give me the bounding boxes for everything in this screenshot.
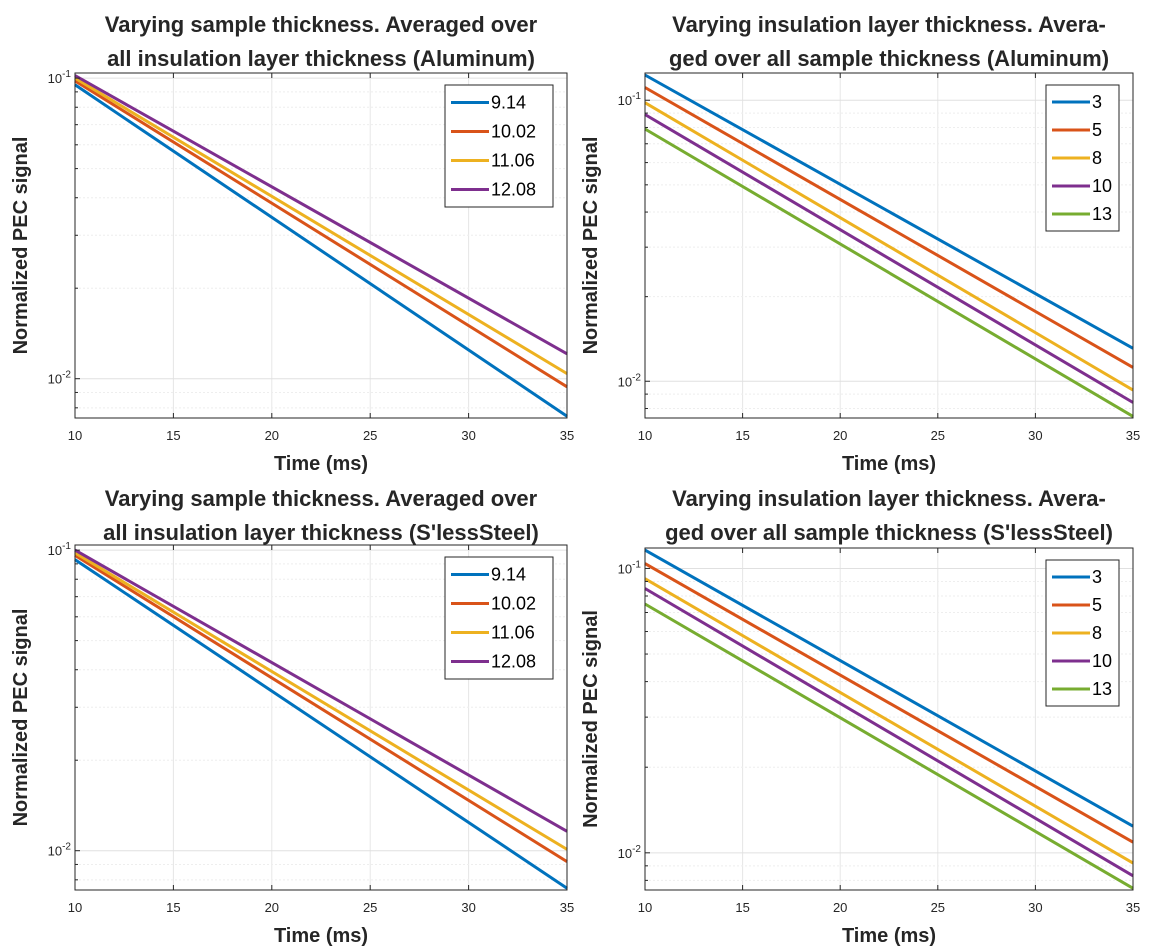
chart-panel-3: 10 15 20 25 30 35 10-2 10-1 Varying sample thick… <box>10 486 574 947</box>
series-line-13 <box>644 127 1134 418</box>
legend: 3 5 8 10 13 <box>1045 84 1120 232</box>
series-line-9.14 <box>74 83 568 418</box>
x-tick-label: 10 <box>68 900 82 915</box>
series-line-11.06 <box>74 551 568 851</box>
x-tick-label: 10 <box>638 900 652 915</box>
x-tick-label: 25 <box>363 428 377 443</box>
legend-label: 12.08 <box>491 652 536 672</box>
x-tick-label: 20 <box>833 900 847 915</box>
x-tick-label: 25 <box>363 900 377 915</box>
legend-label: 10.02 <box>491 122 536 142</box>
legend-label: 11.06 <box>491 623 535 643</box>
chart-title-line-1: Varying sample thickness. Averaged over <box>105 12 538 37</box>
y-tick-label: 10-2 <box>48 842 72 859</box>
chart-title-line-1: Varying insulation layer thickness. Aver… <box>672 12 1106 37</box>
legend-box <box>444 556 554 680</box>
series-line-10.02 <box>74 79 568 389</box>
x-tick-label: 30 <box>461 428 475 443</box>
x-axis-label: Time (ms) <box>274 453 368 475</box>
legend-label: 5 <box>1092 120 1102 140</box>
legend-label: 9.14 <box>491 93 526 113</box>
legend-label: 3 <box>1092 92 1102 112</box>
x-tick-label: 35 <box>560 428 574 443</box>
series-line-11.06 <box>74 76 568 375</box>
x-axis-label: Time (ms) <box>842 925 936 947</box>
y-axis-label: Normalized PEC signal <box>580 610 602 828</box>
legend-box <box>444 84 554 208</box>
axes-box <box>74 72 568 419</box>
x-tick-label: 25 <box>931 900 945 915</box>
legend-label: 11.06 <box>491 151 535 171</box>
x-axis-label: Time (ms) <box>274 925 368 947</box>
y-tick-label: 10-2 <box>48 370 72 387</box>
y-tick-label: 10-1 <box>618 91 642 108</box>
chart-title-line-2: ged over all sample thickness (S'lessSte… <box>665 520 1113 545</box>
x-tick-label: 35 <box>1126 428 1140 443</box>
chart-title-line-1: Varying insulation layer thickness. Aver… <box>672 486 1106 511</box>
legend-label: 8 <box>1092 148 1102 168</box>
legend-label: 5 <box>1092 595 1102 615</box>
x-tick-label: 15 <box>735 900 749 915</box>
x-tick-label: 35 <box>1126 900 1140 915</box>
y-axis-label: Normalized PEC signal <box>580 137 602 355</box>
chart-title-line-2: ged over all sample thickness (Aluminum) <box>669 46 1109 71</box>
x-tick-label: 25 <box>931 428 945 443</box>
x-tick-label: 20 <box>265 428 279 443</box>
series-line-9.14 <box>74 558 568 890</box>
series-line-8 <box>644 101 1134 392</box>
chart-title-line-1: Varying sample thickness. Averaged over <box>105 486 538 511</box>
x-tick-label: 10 <box>68 428 82 443</box>
legend-label: 10.02 <box>491 594 536 614</box>
series-line-10.02 <box>74 554 568 863</box>
legend-label: 8 <box>1092 623 1102 643</box>
x-tick-label: 15 <box>166 900 180 915</box>
y-axis-label: Normalized PEC signal <box>10 609 32 827</box>
legend-label: 13 <box>1092 204 1112 224</box>
series-line-10 <box>644 113 1134 404</box>
x-tick-label: 35 <box>560 900 574 915</box>
y-tick-label: 10-1 <box>48 69 72 86</box>
y-tick-label: 10-2 <box>618 844 642 861</box>
x-tick-label: 30 <box>461 900 475 915</box>
x-tick-label: 15 <box>166 428 180 443</box>
y-tick-label: 10-2 <box>618 372 642 389</box>
series-line-12.08 <box>74 548 568 833</box>
y-tick-label: 10-1 <box>48 541 72 558</box>
legend: 9.14 10.02 11.06 12.08 <box>444 84 554 208</box>
axes-box <box>74 544 568 891</box>
series-line-5 <box>644 86 1134 369</box>
x-axis-label: Time (ms) <box>842 453 936 475</box>
series-line-12.08 <box>74 74 568 356</box>
legend-label: 13 <box>1092 679 1112 699</box>
legend: 3 5 8 10 13 <box>1045 559 1120 707</box>
x-tick-label: 30 <box>1028 900 1042 915</box>
chart-panel-1: 10 15 20 25 30 35 10-2 10-1 Varying sample thick… <box>10 12 574 475</box>
series-line-13 <box>644 602 1134 890</box>
y-tick-label: 10-1 <box>618 559 642 576</box>
series-line-3 <box>644 73 1134 350</box>
x-tick-label: 10 <box>638 428 652 443</box>
chart-title-line-2: all insulation layer thickness (Aluminum… <box>107 46 535 71</box>
x-tick-label: 20 <box>265 900 279 915</box>
x-tick-label: 20 <box>833 428 847 443</box>
legend-label: 9.14 <box>491 565 526 585</box>
series-line-3 <box>644 548 1134 828</box>
legend-label: 10 <box>1092 176 1112 196</box>
x-tick-label: 30 <box>1028 428 1042 443</box>
legend: 9.14 10.02 11.06 12.08 <box>444 556 554 680</box>
legend-label: 12.08 <box>491 180 536 200</box>
series-line-8 <box>644 577 1134 865</box>
x-tick-label: 15 <box>735 428 749 443</box>
legend-label: 10 <box>1092 651 1112 671</box>
axes-box <box>644 547 1134 891</box>
legend-label: 3 <box>1092 567 1102 587</box>
series-line-10 <box>644 587 1134 878</box>
series-line-5 <box>644 562 1134 844</box>
y-axis-label: Normalized PEC signal <box>10 137 32 355</box>
axes-box <box>644 72 1134 419</box>
chart-title-line-2: all insulation layer thickness (S'lessSt… <box>103 520 539 545</box>
